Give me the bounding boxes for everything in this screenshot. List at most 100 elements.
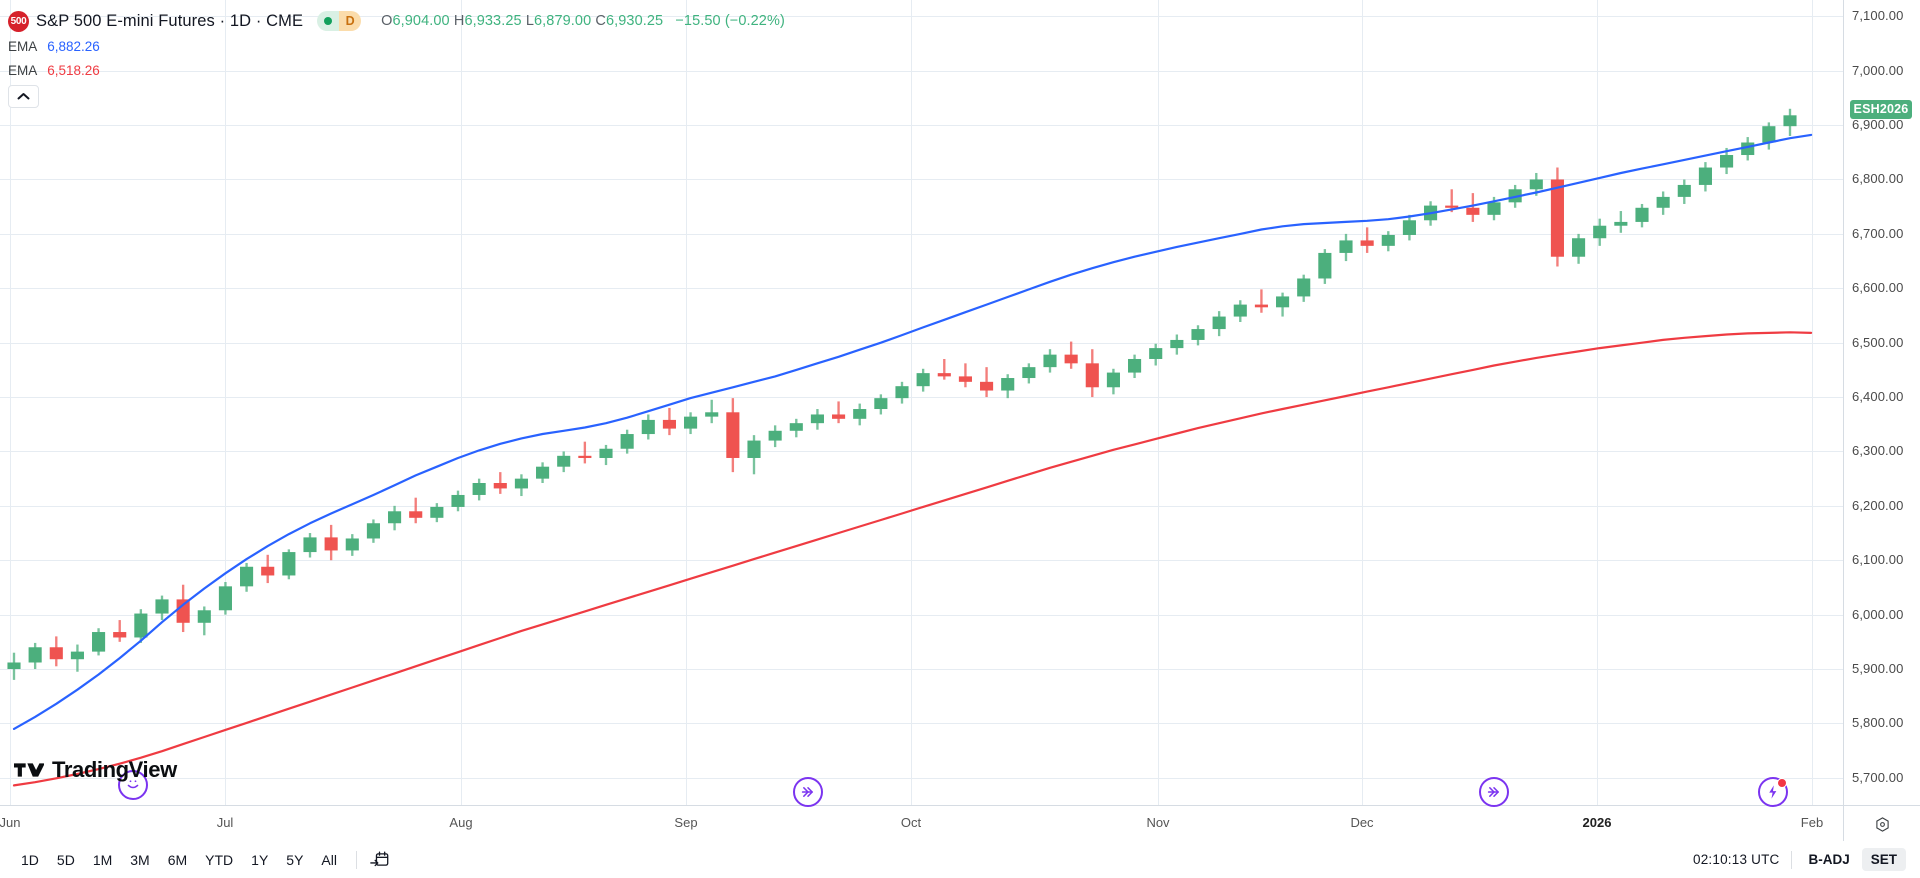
candle-body	[155, 599, 169, 614]
candle-body	[324, 537, 338, 551]
range-button-1y[interactable]: 1Y	[251, 851, 269, 868]
candle-body	[303, 537, 317, 553]
candle-body	[705, 412, 719, 417]
goto-date-button[interactable]	[367, 848, 393, 872]
indicator-line	[12, 331, 1813, 787]
candle-body	[1466, 207, 1480, 215]
gridline-vertical	[1597, 0, 1598, 805]
arrow-jump-icon	[1487, 787, 1499, 797]
candle-body	[1318, 252, 1332, 279]
lightning-icon	[1769, 785, 1777, 799]
chart-legend: 500 S&P 500 E-mini Futures · 1D · CME D …	[8, 8, 785, 108]
chart-settings-icon	[1876, 816, 1889, 832]
gridline-vertical	[461, 0, 462, 805]
candle-body	[832, 414, 846, 419]
session-status-pill[interactable]: D	[317, 11, 362, 31]
candle-body	[345, 538, 359, 551]
date-range-buttons: 1D 5D 1M 3M 6M YTD 1Y 5Y All	[12, 849, 346, 871]
range-button-ytd[interactable]: YTD	[205, 851, 234, 868]
candle-body	[70, 651, 84, 660]
price-axis-tick: 6,000.00	[1852, 606, 1904, 622]
candle-body	[958, 376, 972, 382]
range-button-5d[interactable]: 5D	[56, 851, 75, 868]
time-axis-tick: Nov	[1146, 815, 1170, 830]
gridline-horizontal	[0, 669, 1843, 670]
candle-body	[599, 448, 613, 458]
candle-body	[1762, 126, 1776, 143]
settlement-mode-button[interactable]: SET	[1861, 848, 1906, 871]
time-axis-tick: Feb	[1800, 815, 1824, 830]
candle-body	[1022, 367, 1036, 379]
candle-body	[1149, 348, 1163, 359]
toolbar-right-group: 02:10:13 UTC B-ADJ SET	[1693, 848, 1906, 871]
candle-body	[472, 483, 486, 495]
range-button-6m[interactable]: 6M	[167, 851, 188, 868]
gridline-horizontal	[0, 125, 1843, 126]
candle-body	[536, 466, 550, 479]
indicator-row-ema-slow[interactable]: EMA 6,518.26	[8, 58, 785, 82]
candle-body	[1064, 354, 1078, 364]
indicator-line	[12, 133, 1813, 731]
candle-body	[662, 419, 676, 429]
candle-body	[92, 632, 106, 652]
gridline-vertical	[1362, 0, 1363, 805]
gridline-vertical	[225, 0, 226, 805]
candle-body	[1276, 296, 1290, 308]
candle-body	[1339, 240, 1353, 253]
chart-settings-button[interactable]	[1843, 805, 1920, 843]
time-axis-tick: Jun	[0, 815, 21, 830]
smiley-icon	[127, 780, 139, 789]
candle-body	[1698, 167, 1712, 185]
price-axis-tick: 6,600.00	[1852, 280, 1904, 296]
price-axis-tick: 5,700.00	[1852, 769, 1904, 785]
candle-body	[49, 647, 63, 660]
dividend-marker[interactable]	[1479, 777, 1509, 807]
symbol-title[interactable]: S&P 500 E-mini Futures · 1D · CME	[36, 11, 304, 30]
news-marker[interactable]	[1758, 777, 1788, 807]
candle-body	[282, 552, 296, 576]
candle-body	[451, 494, 465, 507]
candle-body	[514, 478, 528, 489]
tradingview-branding[interactable]: TradingView	[14, 757, 177, 783]
legend-collapse-button[interactable]	[8, 85, 39, 108]
time-axis[interactable]: Jun Jul Aug Sep Oct Nov Dec 2026 Feb	[0, 805, 1843, 843]
price-axis[interactable]: 7,100.00 7,000.00 6,900.00 6,800.00 6,700.00…	[1843, 0, 1920, 805]
price-axis-tick: 6,800.00	[1852, 171, 1904, 187]
candle-body	[493, 483, 507, 489]
price-axis-tick: 6,900.00	[1852, 117, 1904, 133]
indicator-row-ema-fast[interactable]: EMA 6,882.26	[8, 34, 785, 58]
gridline-horizontal	[0, 288, 1843, 289]
price-axis-tick: 7,100.00	[1852, 8, 1904, 24]
gridline-horizontal	[0, 71, 1843, 72]
candle-body	[218, 586, 232, 611]
arrow-jump-icon	[801, 787, 813, 797]
indicator-name: EMA	[8, 38, 38, 54]
gridline-horizontal	[0, 343, 1843, 344]
chart-plot-area	[7, 108, 1813, 787]
indicator-name: EMA	[8, 62, 38, 78]
candle-body	[1191, 329, 1205, 340]
price-axis-tick: 7,000.00	[1852, 62, 1904, 78]
chart-canvas[interactable]	[0, 0, 1843, 805]
candle-body	[789, 423, 803, 431]
back-adjustment-button[interactable]: B-ADJ	[1808, 852, 1850, 867]
range-button-1m[interactable]: 1M	[92, 851, 113, 868]
gridline-vertical	[911, 0, 912, 805]
range-button-3m[interactable]: 3M	[130, 851, 150, 868]
dividend-marker[interactable]	[793, 777, 823, 807]
price-axis-tick: 5,800.00	[1852, 715, 1904, 731]
candle-body	[1572, 238, 1586, 257]
gridline-horizontal	[0, 234, 1843, 235]
earnings-marker[interactable]	[118, 770, 148, 800]
candle-body	[1783, 115, 1797, 127]
time-axis-tick: 2026	[1582, 815, 1612, 830]
toolbar-divider	[1791, 850, 1793, 869]
range-button-all[interactable]: All	[321, 851, 337, 868]
range-button-1d[interactable]: 1D	[21, 851, 39, 868]
candle-body	[1402, 220, 1416, 235]
candle-body	[430, 506, 444, 518]
price-axis-tick: 5,900.00	[1852, 661, 1904, 677]
range-button-5y[interactable]: 5Y	[286, 851, 304, 868]
time-axis-tick: Jul	[216, 815, 234, 830]
candle-body	[1593, 225, 1607, 239]
